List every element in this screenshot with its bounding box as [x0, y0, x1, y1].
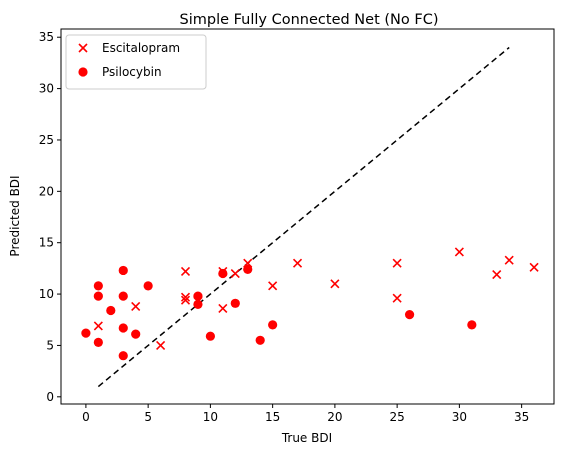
- escitalopram-point: [156, 340, 166, 351]
- psilocybin-point: [118, 265, 128, 276]
- psilocybin-point: [218, 268, 228, 279]
- psilocybin-point: [205, 331, 215, 341]
- psilocybin-point: [106, 305, 116, 316]
- x-tick-label: 20: [327, 410, 342, 424]
- escitalopram-point: [180, 266, 191, 277]
- legend-label-psilocybin: Psilocybin: [102, 65, 162, 79]
- escitalopram-point: [392, 258, 402, 268]
- escitalopram-point: [230, 268, 240, 279]
- x-axis: 0 5 10 15 20 25 30 35: [82, 404, 529, 424]
- escitalopram-point: [454, 247, 464, 257]
- psilocybin-point: [193, 291, 203, 301]
- psilocybin-point: [118, 351, 128, 361]
- psilocybin-point: [118, 323, 128, 333]
- y-tick-label: 25: [39, 133, 54, 147]
- y-tick-label: 35: [39, 30, 54, 44]
- escitalopram-point: [180, 292, 191, 302]
- y-tick-label: 30: [39, 82, 54, 96]
- x-axis-title: True BDI: [281, 431, 332, 445]
- legend-label-escitalopram: Escitalopram: [102, 41, 180, 55]
- x-tick-label: 10: [203, 410, 218, 424]
- psilocybin-point: [404, 310, 415, 320]
- reference-line-layer: [97, 46, 510, 388]
- escitalopram-point: [392, 293, 402, 303]
- escitalopram-point: [131, 301, 141, 311]
- y-tick-label: 20: [39, 184, 54, 198]
- y-tick-label: 5: [46, 338, 54, 352]
- chart-title: Simple Fully Connected Net (No FC): [180, 12, 439, 28]
- x-tick-label: 35: [514, 410, 529, 424]
- y-tick-label: 10: [39, 287, 54, 301]
- psilocybin-point: [143, 281, 153, 291]
- data-points-layer: [81, 247, 539, 361]
- escitalopram-point: [93, 321, 103, 331]
- psilocybin-point: [230, 298, 240, 308]
- y-tick-label: 15: [39, 236, 54, 250]
- y-axis: 0 5 10 15 20 25 30 35: [39, 30, 61, 404]
- psilocybin-point: [243, 264, 253, 275]
- psilocybin-point: [93, 337, 103, 347]
- legend-frame: [65, 34, 207, 90]
- psilocybin-point: [268, 320, 278, 330]
- y-axis-title: Predicted BDI: [8, 175, 22, 256]
- escitalopram-point: [504, 255, 514, 265]
- psilocybin-point: [93, 281, 103, 291]
- escitalopram-point: [529, 262, 539, 272]
- escitalopram-point: [218, 303, 228, 314]
- psilocybin-point: [118, 291, 128, 301]
- escitalopram-point: [492, 269, 502, 280]
- legend: Escitalopram Psilocybin: [65, 34, 207, 90]
- x-tick-label: 25: [389, 410, 404, 424]
- escitalopram-point: [180, 295, 191, 305]
- legend-marker-psilocybin: [78, 67, 88, 77]
- psilocybin-point: [131, 329, 141, 339]
- escitalopram-point: [292, 258, 303, 268]
- x-tick-label: 15: [265, 410, 280, 424]
- x-tick-label: 5: [144, 410, 152, 424]
- psilocybin-point: [255, 335, 265, 345]
- plot-area-frame: [60, 28, 555, 405]
- escitalopram-point: [268, 281, 278, 291]
- y-tick-label: 0: [46, 390, 54, 404]
- legend-marker-escitalopram: [78, 43, 88, 53]
- legend-x-marker: [78, 43, 88, 53]
- psilocybin-point: [467, 320, 477, 330]
- x-tick-label: 30: [452, 410, 467, 424]
- escitalopram-point: [330, 279, 340, 289]
- psilocybin-point: [93, 291, 103, 301]
- x-tick-label: 0: [82, 410, 90, 424]
- identity-reference-line: [97, 46, 510, 388]
- psilocybin-point: [193, 299, 203, 309]
- legend-circle-marker: [78, 67, 88, 77]
- psilocybin-point: [81, 328, 91, 338]
